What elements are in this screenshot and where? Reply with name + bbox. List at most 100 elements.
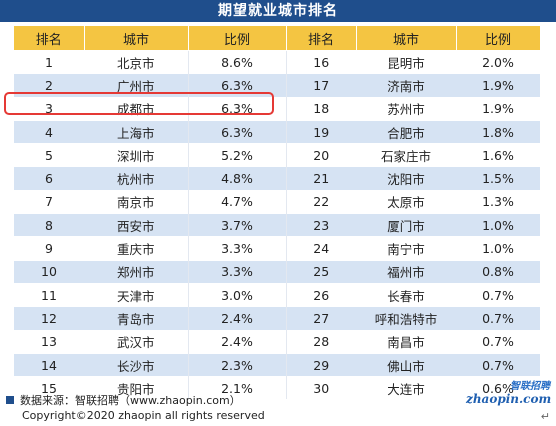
table-row: 10 郑州市 3.3% 25 福州市 0.8%: [14, 259, 540, 284]
cell-pct-2: 1.3%: [456, 189, 540, 214]
cell-rank-1: 8: [14, 213, 84, 237]
cell-city-1: 西安市: [84, 213, 189, 237]
table-row: 2 广州市 6.3% 17 济南市 1.9%: [14, 73, 540, 98]
cell-city-2: 南昌市: [356, 329, 456, 354]
cell-pct-1: 3.0%: [188, 282, 287, 307]
table-row: 4 上海市 6.3% 19 合肥市 1.8%: [14, 119, 540, 144]
cell-pct-2: 0.8%: [456, 259, 540, 284]
cell-rank-1: 5: [14, 143, 84, 167]
cell-pct-2: 1.9%: [456, 73, 540, 98]
cell-rank-1: 4: [14, 119, 84, 144]
table-row: 9 重庆市 3.3% 24 南宁市 1.0%: [14, 236, 540, 261]
cell-city-2: 长春市: [356, 282, 456, 307]
cell-city-2: 大连市: [356, 376, 456, 400]
cell-rank-1: 12: [14, 306, 84, 331]
cell-rank-1: 9: [14, 236, 84, 261]
cell-city-1: 南京市: [84, 189, 189, 214]
cell-pct-1: 3.3%: [188, 236, 287, 261]
cell-city-2: 沈阳市: [356, 166, 456, 191]
cell-city-1: 深圳市: [84, 143, 189, 167]
cell-rank-2: 24: [286, 236, 356, 261]
header-city-1: 城市: [84, 26, 189, 51]
cell-city-1: 北京市: [84, 49, 189, 74]
cell-pct-2: 0.7%: [456, 329, 540, 354]
cell-rank-2: 20: [286, 143, 356, 167]
header-rank-2: 排名: [286, 26, 357, 51]
cell-rank-2: 17: [286, 73, 356, 98]
data-source-text: 数据来源：智联招聘（www.zhaopin.com）: [20, 394, 241, 407]
cell-pct-1: 8.6%: [188, 49, 287, 74]
cell-pct-2: 0.7%: [456, 282, 540, 307]
table-row: 13 武汉市 2.4% 28 南昌市 0.7%: [14, 329, 540, 354]
cell-pct-1: 4.7%: [188, 189, 287, 214]
cell-pct-1: 2.4%: [188, 306, 287, 331]
cell-city-2: 厦门市: [356, 213, 456, 237]
cell-city-2: 石家庄市: [356, 143, 456, 167]
cell-rank-2: 19: [286, 119, 356, 144]
cell-rank-2: 16: [286, 49, 356, 74]
cell-city-1: 上海市: [84, 119, 189, 144]
cell-city-1: 广州市: [84, 73, 189, 98]
cell-city-1: 天津市: [84, 282, 189, 307]
cell-pct-1: 4.8%: [188, 166, 287, 191]
table-row: 8 西安市 3.7% 23 厦门市 1.0%: [14, 213, 540, 237]
table-row: 15 贵阳市 2.1% 30 大连市 0.6%: [14, 376, 540, 400]
data-source-note: 数据来源：智联招聘（www.zhaopin.com）: [6, 392, 241, 408]
table-row: 12 青岛市 2.4% 27 呼和浩特市 0.7%: [14, 306, 540, 331]
cell-rank-2: 29: [286, 352, 356, 377]
table-row: 1 北京市 8.6% 16 昆明市 2.0%: [14, 49, 540, 74]
highlight-box-row-3: [4, 92, 274, 115]
cell-pct-2: 0.6%: [456, 376, 540, 400]
cell-rank-1: 13: [14, 329, 84, 354]
cell-rank-2: 22: [286, 189, 356, 214]
cell-city-1: 重庆市: [84, 236, 189, 261]
cell-city-1: 青岛市: [84, 306, 189, 331]
cell-rank-2: 21: [286, 166, 356, 191]
cell-pct-2: 1.0%: [456, 236, 540, 261]
cell-rank-1: 10: [14, 259, 84, 284]
cell-pct-2: 1.9%: [456, 96, 540, 121]
cell-pct-2: 0.7%: [456, 306, 540, 331]
cell-pct-1: 6.3%: [188, 119, 287, 144]
cell-pct-1: 6.3%: [188, 73, 287, 98]
header-city-2: 城市: [356, 26, 457, 51]
cell-pct-1: 5.2%: [188, 143, 287, 167]
cell-rank-2: 26: [286, 282, 356, 307]
cell-pct-1: 2.4%: [188, 329, 287, 354]
header-ratio-1: 比例: [188, 26, 287, 51]
cell-city-2: 济南市: [356, 73, 456, 98]
cell-rank-1: 11: [14, 282, 84, 307]
cell-city-2: 合肥市: [356, 119, 456, 144]
ranking-table-container: 排名 城市 比例 排名 城市 比例 1 北京市 8.6% 16 昆明市 2.0% 2 广州市 6…: [14, 26, 541, 400]
table-row: 7 南京市 4.7% 22 太原市 1.3%: [14, 189, 540, 214]
cell-pct-2: 1.0%: [456, 213, 540, 237]
cell-rank-2: 28: [286, 329, 356, 354]
cell-city-1: 长沙市: [84, 352, 189, 377]
copyright-text: Copyright©2020 zhaopin all rights reserv…: [22, 409, 265, 422]
table-row: 5 深圳市 5.2% 20 石家庄市 1.6%: [14, 143, 540, 167]
cell-rank-1: 14: [14, 352, 84, 377]
cell-city-1: 贵阳市: [84, 376, 189, 400]
cell-pct-2: 1.6%: [456, 143, 540, 167]
header-ratio-2: 比例: [456, 26, 541, 51]
cell-city-1: 杭州市: [84, 166, 189, 191]
cell-rank-1: 6: [14, 166, 84, 191]
cell-city-2: 福州市: [356, 259, 456, 284]
cell-rank-1: 7: [14, 189, 84, 214]
cell-rank-2: 23: [286, 213, 356, 237]
cell-city-2: 佛山市: [356, 352, 456, 377]
cell-pct-1: 2.1%: [188, 376, 287, 400]
header-row: 排名 城市 比例 排名 城市 比例: [14, 26, 541, 51]
cell-pct-1: 3.3%: [188, 259, 287, 284]
cell-city-2: 苏州市: [356, 96, 456, 121]
cell-rank-1: 15: [14, 376, 84, 400]
cell-city-1: 郑州市: [84, 259, 189, 284]
cell-rank-1: 2: [14, 73, 84, 98]
table-title: 期望就业城市排名: [0, 0, 556, 22]
cell-city-2: 南宁市: [356, 236, 456, 261]
cell-city-2: 呼和浩特市: [356, 306, 456, 331]
table-row: 6 杭州市 4.8% 21 沈阳市 1.5%: [14, 166, 540, 191]
cell-pct-2: 2.0%: [456, 49, 540, 74]
cell-rank-2: 27: [286, 306, 356, 331]
cell-city-1: 武汉市: [84, 329, 189, 354]
